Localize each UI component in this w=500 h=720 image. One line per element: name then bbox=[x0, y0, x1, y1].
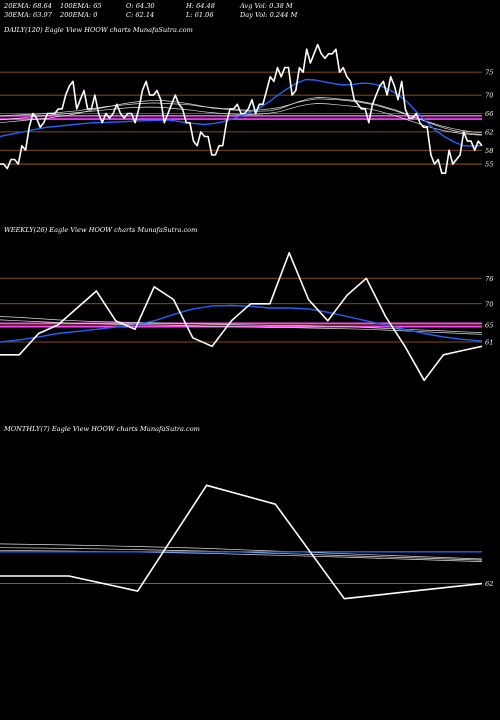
weekly-y-tick-label-0: 76 bbox=[485, 275, 493, 283]
monthly-ma-white-1-line bbox=[0, 543, 483, 560]
daily-y-tick-label-0: 75 bbox=[485, 69, 493, 77]
daily-chart: 75 70 66 62 58 55 bbox=[0, 43, 493, 174]
weekly-chart: 76 70 65 61 bbox=[0, 252, 493, 382]
monthly-chart: 62 bbox=[0, 484, 493, 600]
weekly-panel-label: WEEKLY(26) Eagle View HOOW charts Munafa… bbox=[4, 226, 198, 234]
weekly-ema-blue-line bbox=[0, 304, 483, 343]
stat-low: L: 61.06 bbox=[186, 11, 214, 19]
weekly-ma-white-2-line bbox=[0, 319, 483, 335]
stat-close: C: 62.14 bbox=[126, 11, 155, 19]
daily-y-tick-label-4: 58 bbox=[485, 147, 493, 155]
monthly-price-line bbox=[0, 484, 483, 600]
daily-ma-white-2-line bbox=[0, 98, 483, 134]
weekly-y-tick-label-3: 61 bbox=[485, 339, 493, 347]
monthly-panel-label: MONTHLY(7) Eagle View HOOW charts Munafa… bbox=[4, 425, 200, 433]
daily-y-tick-label-2: 66 bbox=[485, 110, 493, 118]
daily-y-tick-label-1: 70 bbox=[485, 92, 493, 100]
daily-price-line bbox=[0, 43, 483, 174]
daily-ema-blue-line bbox=[0, 78, 483, 147]
stat-30ema: 30EMA: 63.97 bbox=[4, 11, 52, 19]
daily-ma-white-1-line bbox=[0, 97, 483, 135]
stat-avg-vol: Avg Vol: 0.38 M bbox=[240, 2, 293, 10]
daily-y-tick-label-5: 55 bbox=[485, 161, 493, 169]
weekly-price-line bbox=[0, 252, 483, 382]
stat-200ema: 200EMA: 0 bbox=[60, 11, 98, 19]
stat-100ema: 100EMA: 65 bbox=[60, 2, 102, 10]
daily-y-tick-label-3: 62 bbox=[485, 128, 493, 136]
daily-ma-white-3-line bbox=[0, 103, 483, 136]
stat-20ema: 20EMA: 68.64 bbox=[4, 2, 52, 10]
stat-open: O: 64.30 bbox=[126, 2, 155, 10]
weekly-y-tick-label-2: 65 bbox=[485, 322, 493, 330]
stat-day-vol: Day Vol: 0.244 M bbox=[240, 11, 298, 19]
weekly-y-tick-label-1: 70 bbox=[485, 300, 493, 308]
daily-panel-label: DAILY(120) Eagle View HOOW charts Munafa… bbox=[4, 26, 193, 34]
monthly-y-tick-label-0: 62 bbox=[485, 580, 493, 588]
stat-high: H: 64.48 bbox=[186, 2, 215, 10]
